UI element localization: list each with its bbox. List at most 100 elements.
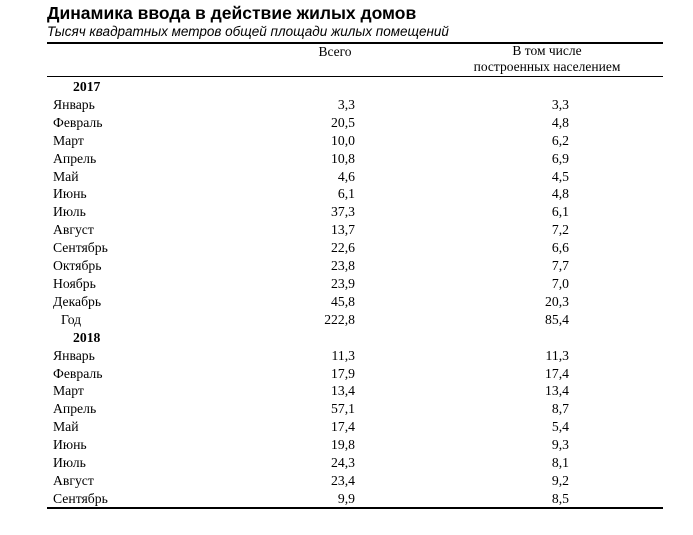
value-total: [237, 78, 355, 96]
column-header-population-line1: В том числе: [512, 43, 582, 58]
row-tail: [569, 436, 663, 454]
year-row: 2018: [47, 329, 663, 347]
table-top-rule: [47, 42, 663, 44]
row-label: Октябрь: [53, 258, 102, 274]
row-label: Ноябрь: [53, 275, 96, 291]
table-row: Июль 24,3 8,1: [47, 454, 663, 472]
table-row: Август 13,7 7,2: [47, 221, 663, 239]
value-population: 7,0: [551, 275, 569, 291]
value-population: 6,2: [551, 132, 569, 148]
table-row: Март 13,4 13,4: [47, 382, 663, 400]
row-tail: [569, 311, 663, 329]
row-label: Апрель: [53, 401, 97, 417]
value-population: 9,2: [551, 472, 569, 488]
value-population: 9,3: [551, 437, 569, 453]
table-row: Март 10,0 6,2: [47, 132, 663, 150]
value-population: 7,2: [551, 222, 569, 238]
row-label: Август: [53, 222, 94, 238]
row-tail: [569, 365, 663, 383]
value-population: 3,3: [551, 96, 569, 112]
value-population: 5,4: [551, 419, 569, 435]
value-population: 11,3: [545, 347, 569, 363]
value-total: 45,8: [331, 293, 355, 309]
table-row: Июнь 6,1 4,8: [47, 185, 663, 203]
value-population: 8,1: [551, 455, 569, 471]
table-row: Август 23,4 9,2: [47, 472, 663, 490]
year-row: 2017: [47, 78, 663, 96]
table-header-rule: [47, 75, 663, 78]
value-population: 8,5: [551, 490, 569, 506]
table-row: Январь 3,3 3,3: [47, 96, 663, 114]
summary-row: Год 222,8 85,4: [47, 311, 663, 329]
table-body: 2017 Январь 3,3 3,3 Февраль 20,5 4,8 Март 10,0 6,…: [47, 78, 663, 508]
value-total: 17,4: [331, 419, 355, 435]
table-row: Февраль 17,9 17,4: [47, 365, 663, 383]
row-tail: [569, 203, 663, 221]
value-population: 4,5: [551, 168, 569, 184]
row-tail: [569, 185, 663, 203]
row-label: Июль: [53, 455, 86, 471]
row-label: Май: [53, 419, 79, 435]
table-row: Ноябрь 23,9 7,0: [47, 275, 663, 293]
row-tail: [569, 132, 663, 150]
row-tail: [569, 472, 663, 490]
table-row: Июль 37,3 6,1: [47, 203, 663, 221]
value-population: 4,8: [551, 114, 569, 130]
row-label: Май: [53, 168, 79, 184]
value-population: 4,8: [551, 186, 569, 202]
table-row: Май 17,4 5,4: [47, 418, 663, 436]
row-label: 2018: [73, 329, 101, 345]
value-total: 10,0: [331, 132, 355, 148]
row-tail: [569, 382, 663, 400]
value-total: 13,4: [331, 383, 355, 399]
row-tail: [569, 96, 663, 114]
value-total: 6,1: [337, 186, 355, 202]
value-total: 11,3: [331, 347, 355, 363]
row-label: Январь: [53, 96, 95, 112]
table-bottom-rule: [47, 507, 663, 509]
row-tail: [569, 329, 663, 347]
row-tail: [569, 78, 663, 96]
row-tail: [569, 257, 663, 275]
value-total: 4,6: [337, 168, 355, 184]
value-population: 20,3: [545, 293, 569, 309]
value-total: 10,8: [331, 150, 355, 166]
row-tail: [569, 239, 663, 257]
value-total: 37,3: [331, 204, 355, 220]
row-tail: [569, 114, 663, 132]
value-population: 13,4: [545, 383, 569, 399]
table-row: Декабрь 45,8 20,3: [47, 293, 663, 311]
row-tail: [569, 490, 663, 508]
value-total: 23,9: [331, 275, 355, 291]
value-total: 22,6: [331, 240, 355, 256]
value-population: 6,1: [551, 204, 569, 220]
row-label: 2017: [73, 79, 101, 94]
column-header-population-line2: построенных населением: [473, 59, 621, 74]
value-population: 8,7: [551, 401, 569, 417]
value-population: [355, 329, 569, 347]
value-total: 17,9: [331, 365, 355, 381]
row-label: Год: [61, 311, 82, 327]
table-row: Январь 11,3 11,3: [47, 347, 663, 365]
page-subtitle: Тысяч квадратных метров общей площади жи…: [47, 24, 449, 39]
value-population: 7,7: [551, 258, 569, 274]
table-row: Сентябрь 22,6 6,6: [47, 239, 663, 257]
row-tail: [569, 275, 663, 293]
row-label: Август: [53, 472, 94, 488]
value-population: 17,4: [545, 365, 569, 381]
row-label: Февраль: [53, 365, 103, 381]
value-total: [237, 329, 355, 347]
row-label: Декабрь: [53, 293, 102, 309]
row-label: Июнь: [53, 186, 87, 202]
value-total: 9,9: [337, 490, 355, 506]
row-label: Апрель: [53, 150, 97, 166]
value-total: 57,1: [331, 401, 355, 417]
row-tail: [569, 150, 663, 168]
row-label: Январь: [53, 347, 95, 363]
row-label: Март: [53, 132, 84, 148]
row-tail: [569, 454, 663, 472]
value-total: 23,4: [331, 472, 355, 488]
row-label: Сентябрь: [53, 490, 108, 506]
value-total: 13,7: [331, 222, 355, 238]
